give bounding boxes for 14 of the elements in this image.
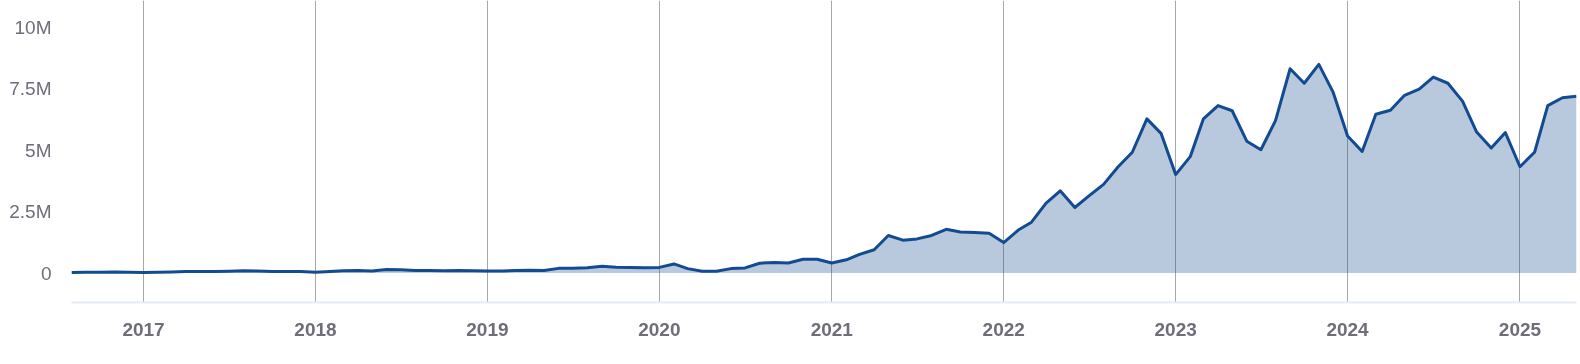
y-tick-label: 2.5M — [9, 201, 52, 223]
x-tick-label: 2017 — [122, 318, 165, 340]
x-tick-label: 2021 — [810, 318, 854, 340]
x-tick-label: 2022 — [982, 318, 1025, 340]
x-tick-label: 2020 — [638, 318, 681, 340]
y-tick-label: 7.5M — [9, 78, 52, 100]
x-tick-label: 2019 — [466, 318, 509, 340]
y-tick-label: 5M — [25, 139, 52, 161]
y-tick-label: 10M — [14, 17, 52, 39]
x-tick-label: 2024 — [1326, 318, 1370, 340]
x-tick-label: 2025 — [1498, 318, 1542, 340]
x-tick-label: 2023 — [1154, 318, 1197, 340]
y-tick-label: 0 — [40, 262, 52, 284]
x-tick-label: 2018 — [294, 318, 337, 340]
